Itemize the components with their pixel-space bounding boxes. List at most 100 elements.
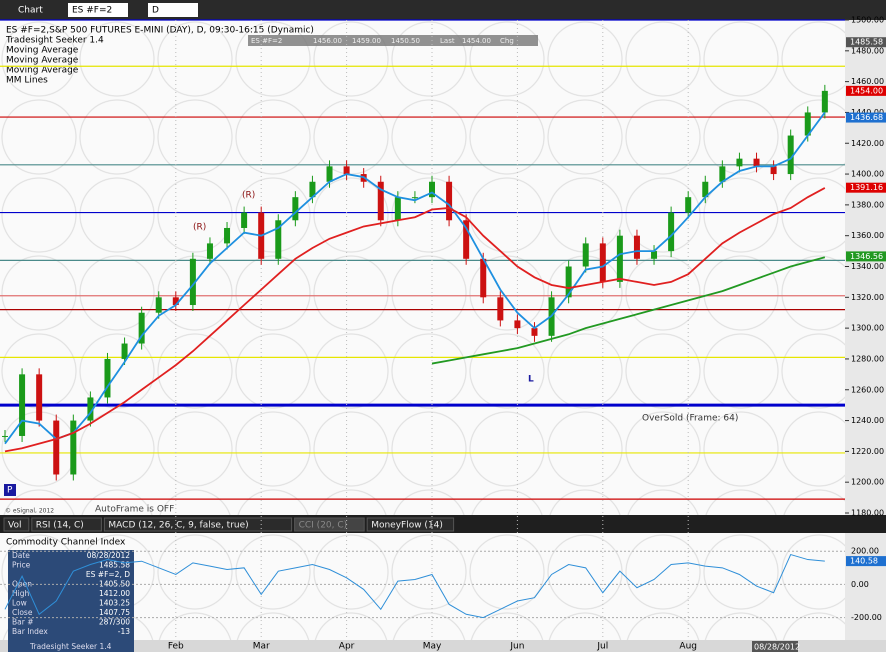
r-marker: (R) (242, 191, 255, 201)
tab-label[interactable]: CCI (20, C) (299, 521, 348, 531)
candle (787, 135, 794, 175)
candle (2, 435, 8, 437)
candle (343, 166, 350, 175)
price-flag-label: 1391.16 (850, 183, 883, 192)
x-tick-label: Jul (596, 642, 608, 652)
candle (189, 258, 196, 306)
tab[interactable] (294, 517, 365, 532)
x-tick-label: Feb (168, 642, 184, 652)
dw-value: 1407.75 (99, 608, 130, 617)
y-tick-label: 1200.00 (851, 478, 884, 487)
cci-title: Commodity Channel Index (6, 538, 126, 548)
cursor-date-box (752, 641, 798, 652)
candle (514, 320, 521, 329)
price-panel (0, 20, 845, 515)
dw-value: 1403.25 (99, 599, 130, 608)
candle (36, 374, 43, 421)
candle (736, 158, 743, 167)
dw-label: High (12, 589, 29, 598)
tab[interactable] (103, 517, 293, 532)
y-tick-label: 1380.00 (851, 200, 884, 209)
candle (411, 197, 418, 199)
candle (446, 181, 453, 221)
price-flag-label: 1346.56 (850, 252, 883, 261)
p-marker-box (4, 484, 16, 496)
dw-value: ES #F=2, D (86, 570, 130, 579)
candle (599, 243, 606, 282)
candle (172, 297, 179, 306)
candle (651, 251, 658, 259)
toolbar-title: Chart (18, 6, 43, 16)
dw-value: 1405.50 (99, 580, 130, 589)
candle (582, 243, 589, 267)
y-tick-label: 1500.00 (851, 16, 884, 25)
interval-box[interactable] (148, 3, 198, 17)
interval[interactable]: D (152, 6, 159, 16)
tab[interactable] (31, 517, 102, 532)
candle (19, 374, 26, 436)
candle (480, 258, 487, 298)
y-tick-label: 1320.00 (851, 293, 884, 302)
y-tick-label: 1360.00 (851, 231, 884, 240)
candle (104, 358, 111, 398)
x-tick-label: Jun (509, 642, 524, 652)
candle (753, 158, 760, 167)
tab-label[interactable]: Vol (8, 521, 21, 531)
quote: 1454.00 (462, 37, 491, 45)
dw-value: 1485.58 (99, 561, 130, 570)
dw-label: Bar # (12, 618, 34, 627)
candle (377, 181, 384, 221)
y-tick-label: 0.00 (851, 580, 869, 589)
dw-label: Open (12, 580, 32, 589)
dw-label: Price (12, 561, 31, 570)
candle (121, 343, 128, 359)
quote-bar (248, 35, 538, 46)
price-flag (846, 251, 886, 262)
symbol[interactable]: ES #F=2 (72, 6, 112, 16)
dw-value: 1412.00 (99, 589, 130, 598)
candle (206, 243, 213, 259)
quote: 1450.50 (391, 37, 420, 45)
price-flag (846, 85, 886, 96)
autoframe-label: AutoFrame is OFF (95, 505, 174, 515)
cci-axis (845, 533, 886, 640)
y-tick-label: 1460.00 (851, 77, 884, 86)
dw-label: Close (12, 608, 33, 617)
dw-label: Low (12, 599, 27, 608)
y-tick-label: 1420.00 (851, 139, 884, 148)
candle (804, 112, 811, 136)
y-tick-label: 1240.00 (851, 416, 884, 425)
y-tick-label: 1300.00 (851, 324, 884, 333)
candle (326, 166, 333, 182)
dw-value: -13 (118, 627, 130, 636)
quote: 1459.00 (352, 37, 381, 45)
y-tick-label: 1260.00 (851, 385, 884, 394)
tab-label[interactable]: MACD (12, 26, C, 9, false, true) (108, 521, 248, 531)
tab-label[interactable]: MoneyFlow (14) (371, 521, 443, 531)
price-flag (846, 37, 886, 48)
price-flag-label: 1485.58 (850, 38, 883, 47)
tab[interactable] (3, 517, 30, 532)
candle (309, 181, 316, 198)
dw-label: Date (12, 551, 30, 560)
dw-value: 08/28/2012 (87, 551, 130, 560)
tab[interactable] (366, 517, 455, 532)
candle (87, 397, 94, 421)
candle (292, 197, 299, 221)
data-window (8, 550, 134, 652)
quote: ES #F=2 (251, 37, 282, 45)
x-tick-label: Mar (253, 642, 270, 652)
y-tick-label: 1220.00 (851, 447, 884, 456)
series-line (4, 553, 825, 619)
symbol-box[interactable] (68, 3, 128, 17)
r-marker: (R) (193, 223, 206, 233)
x-tick-label: Aug (679, 642, 697, 652)
tab-label[interactable]: RSI (14, C) (36, 521, 84, 531)
legend-item: MM Lines (6, 76, 48, 86)
x-tick-label: Apr (339, 642, 355, 652)
y-tick-label: 200.00 (851, 547, 879, 556)
candle (53, 420, 60, 475)
x-tick-label: May (423, 642, 442, 652)
y-tick-label: 1280.00 (851, 354, 884, 363)
dw-label: Bar Index (12, 627, 48, 636)
